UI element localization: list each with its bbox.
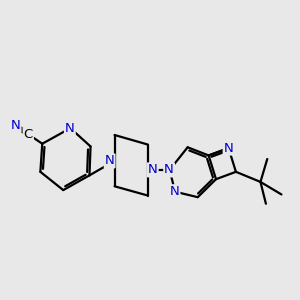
Text: N: N <box>105 154 115 167</box>
Text: N: N <box>148 164 158 176</box>
Text: N: N <box>224 142 233 154</box>
Text: N: N <box>164 164 174 176</box>
Text: N: N <box>170 185 179 198</box>
Text: N: N <box>65 122 75 135</box>
Text: C: C <box>24 128 33 141</box>
Text: N: N <box>11 119 20 132</box>
